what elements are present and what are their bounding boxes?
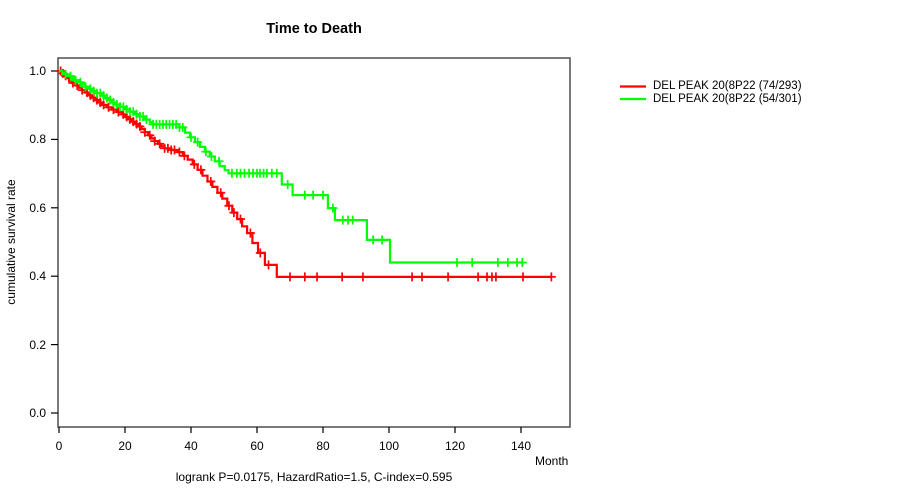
x-tick-label: 20 (118, 439, 132, 453)
y-tick-label: 0.2 (29, 337, 46, 352)
x-tick-label: 120 (444, 439, 466, 453)
legend-label-series2: DEL PEAK 20(8P22 (54/301) (653, 92, 802, 105)
y-tick-label: 0.4 (29, 269, 46, 284)
survival-curve-series1 (59, 69, 552, 278)
plot-box (57, 57, 571, 428)
legend-label-series1: DEL PEAK 20(8P22 (74/293) (653, 80, 802, 92)
x-tick-label: 140 (510, 439, 532, 453)
x-tick-label: 60 (250, 439, 264, 453)
x-tick-label: 40 (184, 439, 198, 453)
x-tick-label: 80 (316, 439, 330, 453)
x-axis-label: Month (535, 454, 569, 468)
chart-title: Time to Death (266, 21, 362, 37)
x-tick-label: 100 (378, 439, 400, 453)
y-tick-label: 1.0 (29, 64, 46, 78)
footer-stats: logrank P=0.0175, HazardRatio=1.5, C-ind… (175, 470, 453, 484)
y-tick-label: 0.6 (29, 200, 46, 215)
y-tick-label: 0.8 (29, 132, 46, 147)
y-axis-label: cumulative survival rate (4, 179, 18, 305)
y-tick-label: 0.0 (29, 406, 46, 420)
survival-curve-series2 (59, 69, 523, 264)
x-tick-label: 0 (55, 439, 63, 453)
